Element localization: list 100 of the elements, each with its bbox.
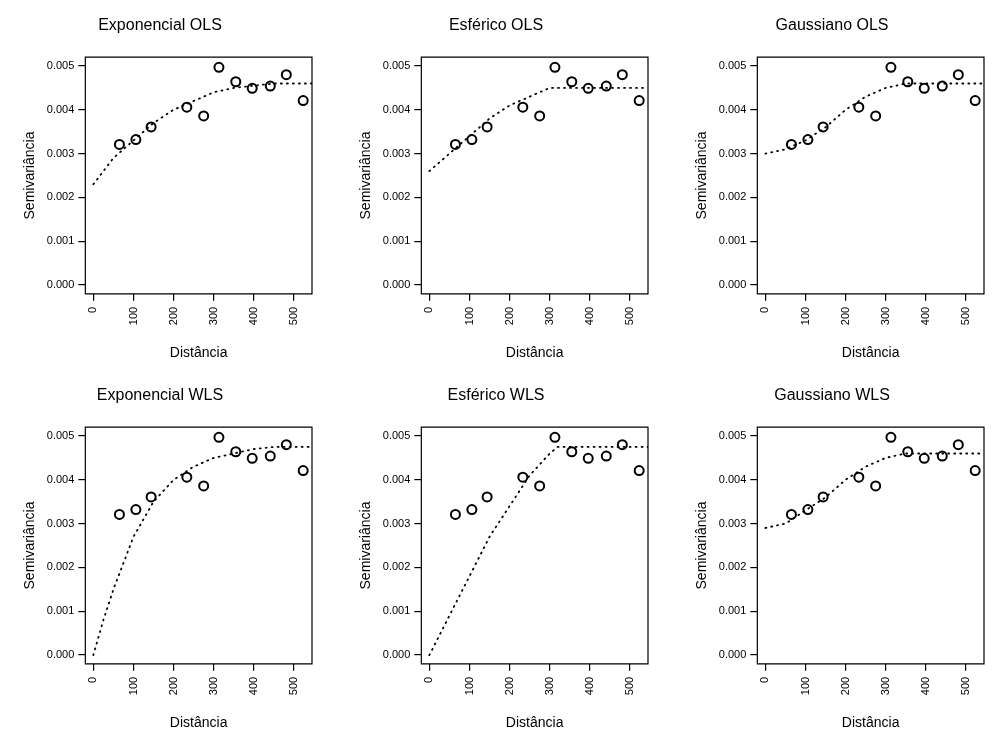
x-tick-label: 100: [126, 306, 139, 326]
x-tick-label: 300: [542, 306, 555, 326]
point: [936, 80, 948, 92]
point: [181, 101, 193, 113]
y-tick-label: 0.001: [382, 234, 411, 247]
point: [466, 504, 478, 516]
chart-title: Exponencial OLS: [98, 16, 222, 34]
y-tick-label: 0.005: [718, 429, 747, 441]
point: [198, 110, 210, 122]
point: [145, 491, 157, 503]
chart-title: Gaussiano OLS: [775, 16, 889, 34]
y-tick-label: 0.002: [382, 560, 411, 573]
x-tick-label: 0: [422, 676, 435, 683]
x-tick-label: 100: [126, 676, 139, 696]
y-tick-label: 0.004: [718, 102, 747, 115]
chart-title: Esférico OLS: [448, 16, 544, 34]
point: [213, 61, 225, 73]
point: [280, 69, 292, 81]
point: [549, 61, 561, 73]
point: [449, 138, 461, 150]
y-axis-title: Semivariância: [693, 501, 710, 590]
y-tick-label: 0.005: [46, 59, 75, 71]
y-tick-label: 0.003: [718, 146, 747, 159]
point: [534, 110, 546, 122]
point: [616, 69, 628, 81]
x-tick-label: 200: [166, 306, 179, 326]
point: [113, 508, 125, 520]
point: [130, 134, 142, 146]
x-axis-title: Distância: [841, 714, 900, 731]
x-tick-label: 400: [246, 676, 259, 696]
y-tick-label: 0.004: [382, 472, 411, 485]
chart-title: Gaussiano WLS: [774, 386, 890, 404]
y-tick-label: 0.000: [46, 648, 75, 661]
point: [246, 452, 258, 464]
x-tick-label: 100: [798, 306, 811, 326]
y-axis-title: Semivariância: [693, 131, 710, 220]
chart-title: Exponencial WLS: [96, 386, 224, 404]
y-tick-label: 0.005: [382, 429, 411, 441]
point: [481, 491, 493, 503]
point: [582, 82, 594, 94]
y-tick-label: 0.001: [718, 604, 747, 617]
point: [633, 95, 645, 107]
y-tick-label: 0.005: [718, 59, 747, 71]
x-tick-label: 300: [206, 306, 219, 326]
point: [517, 101, 529, 113]
x-tick-label: 200: [502, 676, 515, 696]
point: [633, 465, 645, 477]
x-tick-label: 0: [758, 676, 771, 683]
point: [802, 504, 814, 516]
x-tick-label: 500: [286, 676, 299, 696]
x-tick-label: 400: [918, 306, 931, 326]
y-tick-label: 0.000: [382, 278, 411, 291]
point: [230, 446, 242, 458]
point: [870, 110, 882, 122]
point: [466, 134, 478, 146]
x-tick-label: 400: [918, 676, 931, 696]
x-tick-label: 200: [838, 306, 851, 326]
x-tick-label: 500: [286, 306, 299, 326]
x-tick-label: 400: [582, 676, 595, 696]
x-tick-label: 400: [582, 306, 595, 326]
point: [918, 82, 930, 94]
y-axis-title: Semivariância: [357, 131, 374, 220]
x-tick-label: 0: [86, 306, 99, 313]
point: [902, 76, 914, 88]
y-tick-label: 0.004: [382, 102, 411, 115]
x-tick-label: 0: [422, 306, 435, 313]
point: [936, 450, 948, 462]
y-tick-label: 0.005: [382, 59, 411, 71]
point: [449, 508, 461, 520]
point: [566, 76, 578, 88]
x-tick-label: 0: [86, 676, 99, 683]
x-axis-title: Distância: [169, 344, 228, 361]
point: [616, 439, 628, 451]
point: [297, 95, 309, 107]
y-axis-title: Semivariância: [357, 501, 374, 590]
x-axis-title: Distância: [505, 714, 564, 731]
y-tick-label: 0.002: [46, 560, 75, 573]
x-tick-label: 400: [246, 306, 259, 326]
y-tick-label: 0.005: [46, 429, 75, 441]
point: [870, 480, 882, 492]
point: [853, 471, 865, 483]
y-tick-label: 0.003: [382, 516, 411, 529]
y-tick-label: 0.003: [718, 516, 747, 529]
x-tick-label: 300: [542, 676, 555, 696]
point: [600, 80, 612, 92]
x-tick-label: 200: [838, 676, 851, 696]
y-tick-label: 0.004: [46, 102, 75, 115]
point: [230, 76, 242, 88]
x-tick-label: 100: [798, 676, 811, 696]
point: [853, 101, 865, 113]
y-axis-title: Semivariância: [21, 131, 38, 220]
y-tick-label: 0.004: [46, 472, 75, 485]
x-tick-label: 500: [958, 306, 971, 326]
point: [534, 480, 546, 492]
y-tick-label: 0.003: [46, 516, 75, 529]
point: [213, 431, 225, 443]
point: [297, 465, 309, 477]
point: [600, 450, 612, 462]
point: [198, 480, 210, 492]
point: [481, 121, 493, 133]
